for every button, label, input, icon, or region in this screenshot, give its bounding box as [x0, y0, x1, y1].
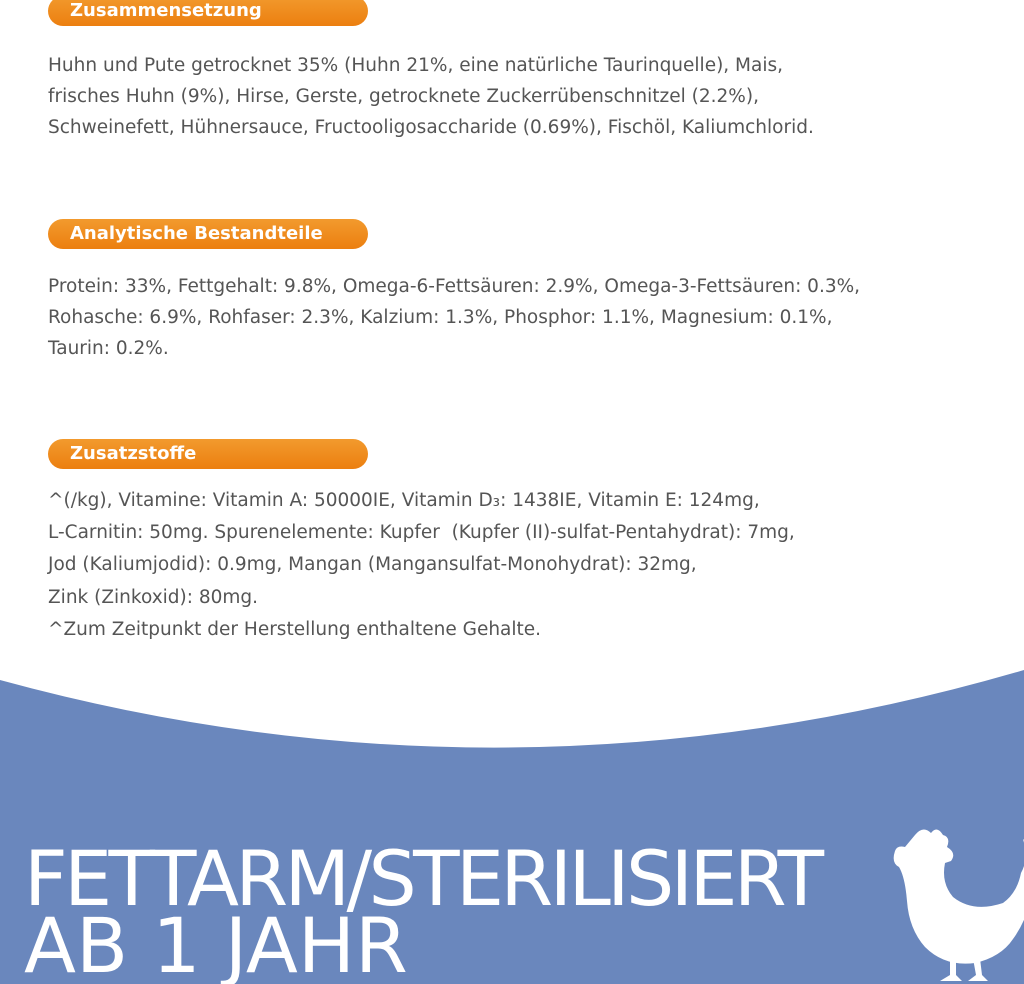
- blue-band: [0, 670, 1024, 984]
- section-text: Protein: 33%, Fettgehalt: 9.8%, Omega-6-…: [48, 276, 861, 297]
- chicken-icon: [893, 829, 1024, 981]
- section-text: ^Zum Zeitpunkt der Herstellung enthalten…: [48, 618, 542, 640]
- section-text: frisches Huhn (9%), Hirse, Gerste, getro…: [48, 86, 759, 107]
- section-text: Schweinefett, Hühnersauce, Fructooligosa…: [48, 117, 814, 138]
- section-heading: Analytische Bestandteile: [48, 219, 368, 249]
- section-text: Taurin: 0.2%.: [48, 338, 169, 359]
- section-text: Rohasche: 6.9%, Rohfaser: 2.3%, Kalzium:…: [48, 307, 833, 328]
- section-text: Zink (Zinkoxid): 80mg.: [48, 586, 259, 608]
- section-text: Huhn und Pute getrocknet 35% (Huhn 21%, …: [48, 55, 784, 76]
- section-text: Jod (Kaliumjodid): 0.9mg, Mangan (Mangan…: [48, 554, 697, 576]
- footer-title: FETTARM/STERILISIERT: [24, 834, 825, 923]
- section-text: ^(/kg), Vitamine: Vitamin A: 50000IE, Vi…: [48, 490, 760, 511]
- section-heading: Zusammensetzung: [48, 0, 368, 26]
- section-heading: Zusatzstoffe: [48, 439, 368, 469]
- footer-subtitle: AB 1 JAHR: [24, 901, 408, 984]
- section-text: L-Carnitin: 50mg. Spurenelemente: Kupfer…: [48, 522, 795, 544]
